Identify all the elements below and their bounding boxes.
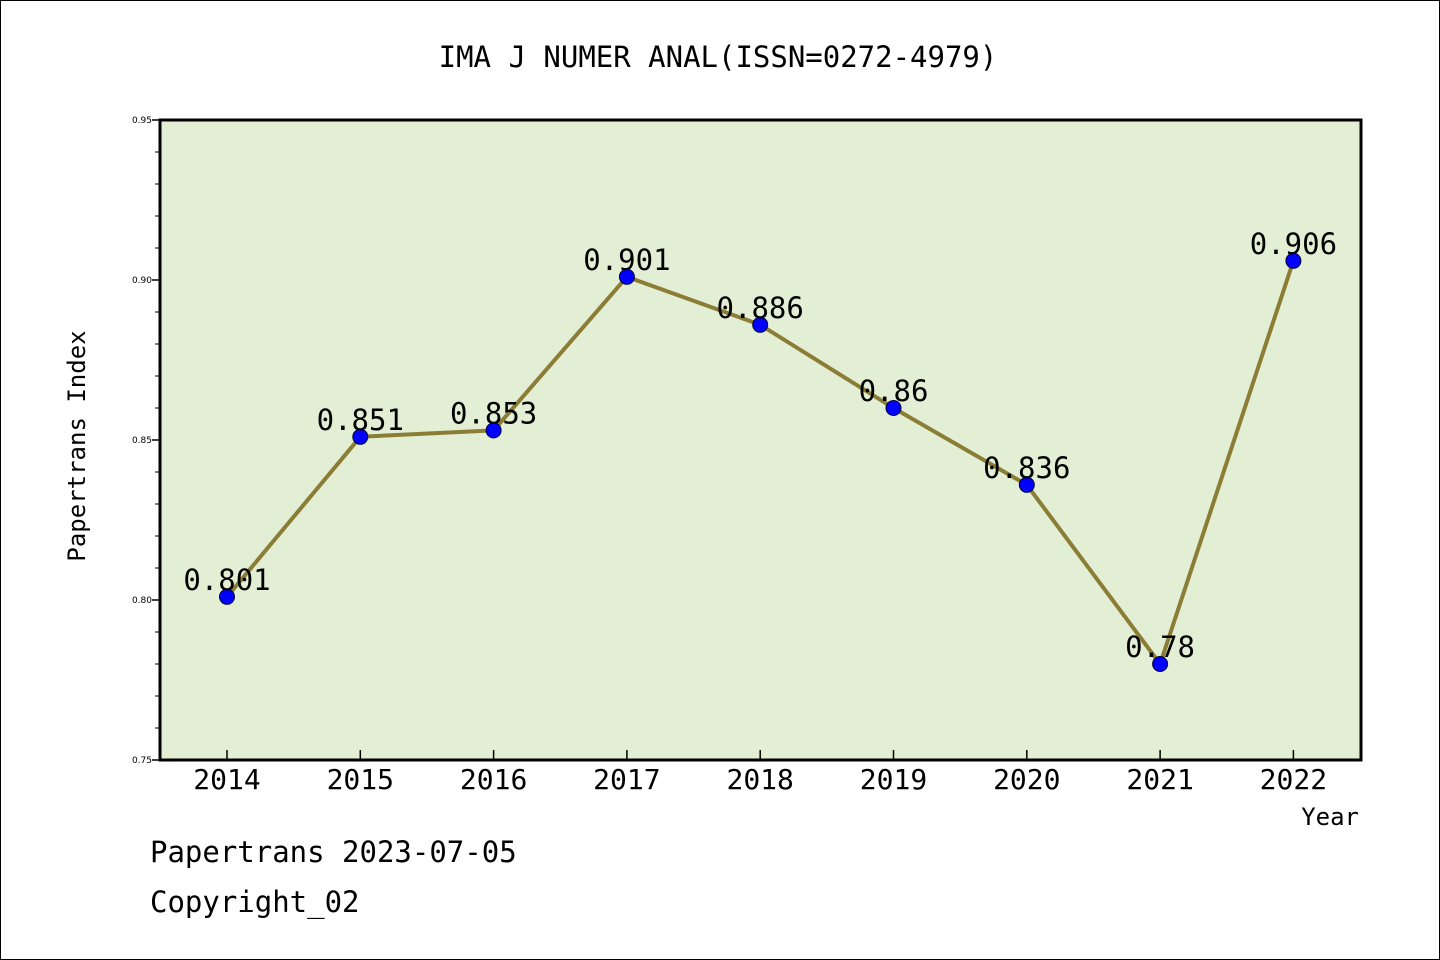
x-tick-label: 2020 xyxy=(993,763,1060,796)
x-tick-label: 2022 xyxy=(1260,763,1327,796)
x-tick-label: 2019 xyxy=(860,763,927,796)
data-label: 0.886 xyxy=(717,291,804,325)
y-tick-label: 0.75 xyxy=(132,756,152,766)
data-labels: 0.801 0.851 0.853 0.901 0.886 0.86 0.836 0.78 0.… xyxy=(183,227,1337,664)
plot-area xyxy=(158,118,1363,762)
chart-title: IMA J NUMER ANAL(ISSN=0272-4979) xyxy=(439,40,998,74)
y-axis-label: Papertrans Index xyxy=(63,330,91,561)
data-point xyxy=(1152,656,1169,672)
data-label: 0.836 xyxy=(983,451,1070,485)
x-tick-label: 2016 xyxy=(460,763,527,796)
data-point xyxy=(219,588,235,605)
data-label: 0.801 xyxy=(183,563,270,597)
data-point xyxy=(1018,476,1035,493)
y-axis: 0.75 0.80 0.85 0.90 0.95 xyxy=(132,116,160,766)
x-tick-label: 2021 xyxy=(1126,763,1193,796)
data-label: 0.78 xyxy=(1125,630,1195,664)
data-point xyxy=(885,400,902,416)
data-label: 0.86 xyxy=(859,374,929,408)
footer-copyright-line: Copyright_02 xyxy=(150,885,360,919)
x-tick-label: 2015 xyxy=(327,763,394,796)
y-tick-label: 0.90 xyxy=(132,276,152,286)
data-label: 0.901 xyxy=(583,243,670,277)
data-point xyxy=(1285,252,1302,269)
y-tick-label: 0.85 xyxy=(132,436,152,446)
x-tick-label: 2014 xyxy=(193,763,260,796)
data-point xyxy=(752,316,769,333)
data-point xyxy=(352,428,369,445)
x-tick-label: 2017 xyxy=(593,763,660,796)
y-tick-label: 0.95 xyxy=(132,116,152,126)
data-point xyxy=(618,268,635,285)
data-label: 0.853 xyxy=(450,396,537,430)
x-axis: 2014 2015 2016 2017 2018 2019 2020 2021 2022 xyxy=(193,750,1327,796)
x-axis-label: Year xyxy=(1301,803,1359,831)
data-label: 0.851 xyxy=(317,403,404,437)
y-tick-label: 0.80 xyxy=(132,596,152,606)
footer-date-line: Papertrans 2023-07-05 xyxy=(150,835,517,869)
data-point xyxy=(485,422,502,439)
data-label: 0.906 xyxy=(1250,227,1337,261)
x-tick-label: 2018 xyxy=(726,763,793,796)
series-markers xyxy=(219,252,1302,672)
